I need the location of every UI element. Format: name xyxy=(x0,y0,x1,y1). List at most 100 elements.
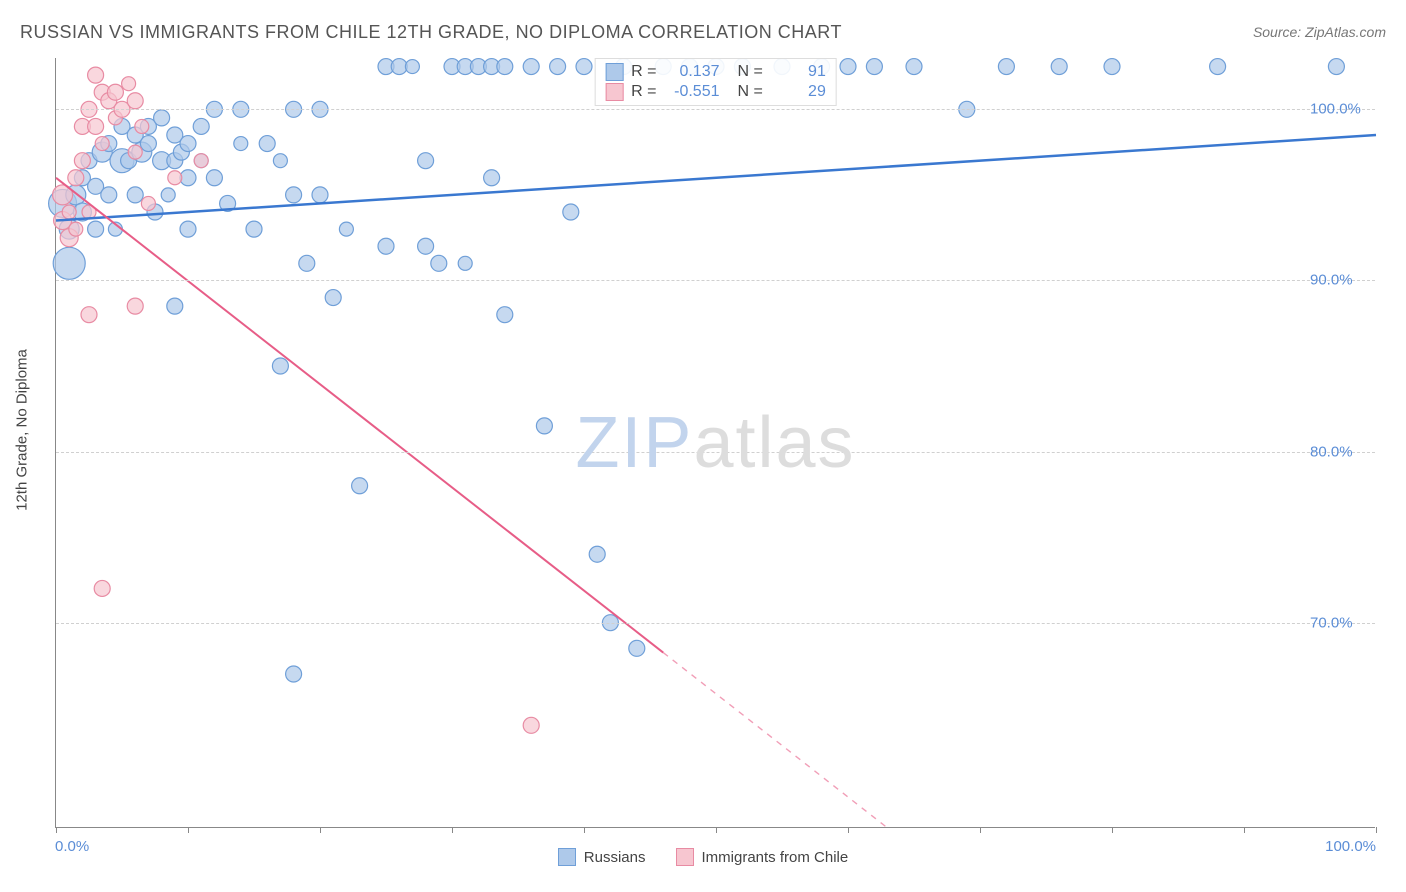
legend-item-russians: Russians xyxy=(558,848,646,866)
data-point xyxy=(418,153,434,169)
x-tick xyxy=(1376,827,1377,833)
data-point xyxy=(286,187,302,203)
data-point xyxy=(550,59,566,75)
data-point xyxy=(88,118,104,134)
legend-item-chile: Immigrants from Chile xyxy=(676,848,849,866)
x-tick xyxy=(980,827,981,833)
data-point xyxy=(168,171,182,185)
data-point xyxy=(122,77,136,91)
data-point xyxy=(127,187,143,203)
data-point xyxy=(141,196,155,210)
data-point xyxy=(246,221,262,237)
x-tick xyxy=(320,827,321,833)
y-tick-label: 70.0% xyxy=(1310,614,1353,631)
data-point xyxy=(312,187,328,203)
data-point xyxy=(629,640,645,656)
x-tick xyxy=(1112,827,1113,833)
gridline xyxy=(56,623,1375,624)
chart-container: RUSSIAN VS IMMIGRANTS FROM CHILE 12TH GR… xyxy=(0,0,1406,892)
y-axis-label: 12th Grade, No Diploma xyxy=(14,349,31,511)
trend-line xyxy=(56,135,1376,221)
data-point xyxy=(128,145,142,159)
x-tick xyxy=(584,827,585,833)
x-tick xyxy=(1244,827,1245,833)
plot-area: ZIPatlas R = 0.137 N = 91 R = -0.551 N =… xyxy=(55,58,1375,828)
gridline xyxy=(56,280,1375,281)
data-point xyxy=(135,119,149,133)
data-point xyxy=(167,298,183,314)
y-tick-label: 90.0% xyxy=(1310,272,1353,289)
data-point xyxy=(180,136,196,152)
data-point xyxy=(206,170,222,186)
trend-line-dashed xyxy=(663,653,887,828)
data-point xyxy=(497,307,513,323)
data-point xyxy=(194,154,208,168)
legend-swatch xyxy=(558,848,576,866)
data-point xyxy=(101,187,117,203)
data-point xyxy=(88,221,104,237)
data-point xyxy=(484,170,500,186)
data-point xyxy=(94,580,110,596)
data-point xyxy=(536,418,552,434)
x-tick xyxy=(716,827,717,833)
r-value: 0.137 xyxy=(665,63,720,81)
data-point xyxy=(107,84,123,100)
data-point xyxy=(576,59,592,75)
correlation-legend-row: R = -0.551 N = 29 xyxy=(605,83,826,101)
data-point xyxy=(234,137,248,151)
data-point xyxy=(998,59,1014,75)
data-point xyxy=(352,478,368,494)
data-point xyxy=(418,238,434,254)
data-point xyxy=(906,59,922,75)
n-label: N = xyxy=(738,83,763,101)
n-label: N = xyxy=(738,63,763,81)
data-point xyxy=(1104,59,1120,75)
data-point xyxy=(74,153,90,169)
data-point xyxy=(127,298,143,314)
n-value: 29 xyxy=(771,83,826,101)
data-point xyxy=(405,60,419,74)
data-point xyxy=(53,247,85,279)
chart-svg xyxy=(56,58,1375,827)
data-point xyxy=(1210,59,1226,75)
correlation-legend-row: R = 0.137 N = 91 xyxy=(605,63,826,81)
gridline xyxy=(56,109,1375,110)
data-point xyxy=(69,222,83,236)
data-point xyxy=(1328,59,1344,75)
data-point xyxy=(180,221,196,237)
data-point xyxy=(840,59,856,75)
data-point xyxy=(273,154,287,168)
data-point xyxy=(497,59,513,75)
gridline xyxy=(56,452,1375,453)
data-point xyxy=(259,136,275,152)
legend-swatch xyxy=(605,63,623,81)
x-tick xyxy=(56,827,57,833)
data-point xyxy=(563,204,579,220)
legend-swatch xyxy=(676,848,694,866)
y-tick-label: 80.0% xyxy=(1310,443,1353,460)
legend-swatch xyxy=(605,83,623,101)
data-point xyxy=(68,170,84,186)
r-value: -0.551 xyxy=(665,83,720,101)
trend-line xyxy=(56,178,663,653)
x-tick xyxy=(452,827,453,833)
r-label: R = xyxy=(631,63,656,81)
data-point xyxy=(95,137,109,151)
data-point xyxy=(378,238,394,254)
data-point xyxy=(161,188,175,202)
data-point xyxy=(523,59,539,75)
r-label: R = xyxy=(631,83,656,101)
x-tick xyxy=(188,827,189,833)
data-point xyxy=(299,255,315,271)
data-point xyxy=(589,546,605,562)
data-point xyxy=(127,93,143,109)
data-point xyxy=(88,67,104,83)
data-point xyxy=(193,118,209,134)
correlation-legend: R = 0.137 N = 91 R = -0.551 N = 29 xyxy=(594,58,837,106)
n-value: 91 xyxy=(771,63,826,81)
legend-label: Russians xyxy=(584,849,646,866)
x-tick xyxy=(848,827,849,833)
y-tick-label: 100.0% xyxy=(1310,101,1361,118)
legend-label: Immigrants from Chile xyxy=(702,849,849,866)
data-point xyxy=(325,290,341,306)
